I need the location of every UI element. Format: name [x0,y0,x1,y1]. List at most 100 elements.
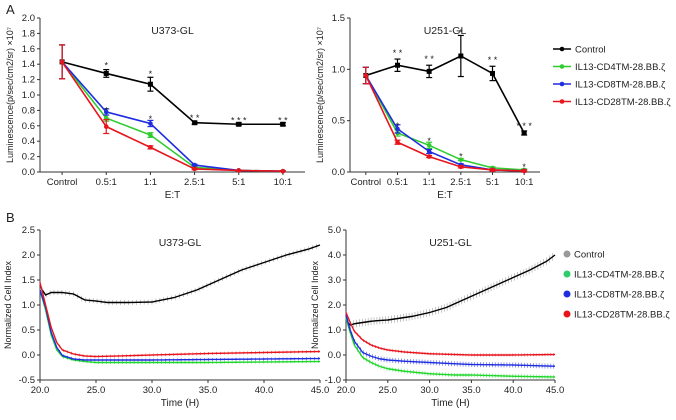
panel-label-b: B [6,210,15,225]
series-il13-cd28tm-28-bb [362,66,528,174]
series-il13-cd8tm-28-bb-line [61,61,283,173]
x-axis-label: E:T [437,190,453,201]
data-point [147,81,153,87]
series-il13-cd4tm-28-bb [345,315,556,379]
data-point [426,149,432,154]
chart-u251-luminescence: 0.0 0.5 1.0 1.5 Control 0.5:1 1:1 2.5:1 5:1 10:1 U… [315,13,540,201]
series-il13-cd28tm-28-bb-line [365,75,525,172]
x-tick-label: 2.5:1 [450,177,471,188]
data-point [236,121,242,127]
series-il13-cd4tm-28-bb [59,44,286,174]
y-tick-label: 1.5 [22,275,35,286]
legend-item-il13-cd4tm-28-bb: IL13-CD4TM-28.BB.ζ [553,62,666,73]
series-il13-cd8tm-28-bb [39,288,321,362]
data-point [148,121,153,126]
data-point [426,143,432,148]
significance-mark: * * [190,113,200,123]
series-control-line [365,55,525,134]
chart-title: U251-GL [429,237,472,249]
x-tick-label: 40.0 [504,385,523,396]
x-tick-label: 10:1 [274,177,293,188]
legend-marker [563,250,571,258]
significance-mark: * [149,69,153,79]
x-tick-label: 30.0 [420,385,439,396]
legend-marker [563,310,571,318]
significance-mark: * [104,105,108,115]
significance-mark: * [427,136,431,146]
data-point [458,53,464,59]
x-tick-label: 20.0 [31,385,50,396]
y-tick-label: 1.4 [22,59,35,70]
legend-item-il13-cd28tm-28-bb: IL13-CD28TM-28.BB.ζ [553,97,671,108]
y-tick-label: 1.8 [22,28,35,39]
significance-mark: * * [278,115,288,125]
x-tick-label: 5:1 [232,177,245,188]
x-axis-label: E:T [165,190,181,201]
legend-label: IL13-CD8TM-28.BB.ζ [574,290,665,301]
series-control [59,44,286,127]
data-point [280,168,286,174]
series-control-line [61,61,283,126]
y-tick-label: 5.0 [328,225,341,236]
y-tick-label: 0.8 [22,105,35,116]
series-il13-cd4tm-28-bb-line [61,61,283,173]
x-tick-label: 25.0 [87,385,106,396]
data-point [521,168,527,174]
data-point [458,157,464,162]
y-tick-label: 1.0 [22,90,35,101]
y-axis-label: Normalized Cell Index [3,260,13,349]
data-point [395,126,400,132]
significance-mark: * [396,121,400,131]
data-point [103,124,109,129]
x-tick-label: 40.0 [255,385,274,396]
legend-item-control: Control [563,250,605,261]
data-point [521,130,527,136]
legend-marker [559,99,565,104]
legend-marker [559,64,565,69]
legend-item-il13-cd28tm-28-bb: IL13-CD28TM-28.BB.ζ [563,310,670,321]
series-control [362,34,528,136]
significance-mark: * [459,27,463,37]
legend-item-control: Control [553,45,606,56]
y-tick-label: 3.0 [328,275,341,286]
x-tick-label: 30.0 [143,385,162,396]
x-tick-label: 35.0 [462,385,481,396]
y-tick-label: 1.2 [22,75,35,86]
series-il13-cd4tm-28-bb-line [39,289,321,364]
series-il13-cd28tm-28-bb-line [61,61,283,173]
legend-marker [559,46,565,52]
x-tick-label: 10:1 [515,177,534,188]
series-il13-cd28tm-28-bb [345,311,556,357]
legend-label: Control [575,45,606,56]
data-point [192,120,198,126]
y-tick-label: 1.0 [328,325,341,336]
y-axis-label: Luminescence(p/sec/cm2/sr) ×10⁷ [315,27,325,163]
x-tick-label: 45.0 [311,385,330,396]
y-tick-label: 2.5 [22,225,35,236]
x-tick-label: Control [351,177,382,188]
significance-mark: * * * [516,121,532,131]
x-tick-label: 35.0 [199,385,218,396]
legend-item-il13-cd8tm-28-bb: IL13-CD8TM-28.BB.ζ [553,80,666,91]
y-tick-label: 0.5 [332,116,345,127]
series-control [41,243,321,305]
legend-cell-index: Control IL13-CD4TM-28.BB.ζ IL13-CD8TM-28.B… [563,250,670,321]
data-point [59,59,65,65]
x-tick-label: 2.5:1 [184,177,205,188]
significance-mark: * [104,61,108,71]
series-il13-cd8tm-28-bb [345,312,556,369]
series-il13-cd8tm-28-bb [59,44,286,174]
x-tick-label: Control [47,177,78,188]
legend-label: IL13-CD4TM-28.BB.ζ [575,62,666,73]
data-point [395,62,400,68]
y-axis-label: Luminescence(p/sec/cm2/sr) ×10⁷ [5,27,15,163]
x-tick-label: 1:1 [423,177,436,188]
data-point [363,73,369,78]
y-tick-label: 0.0 [328,350,341,361]
legend-label: IL13-CD8TM-28.BB.ζ [575,80,666,91]
legend-label: Control [574,250,605,261]
series-control-line [41,244,321,304]
legend-marker [559,81,565,87]
y-tick-label: 1.6 [22,44,35,55]
